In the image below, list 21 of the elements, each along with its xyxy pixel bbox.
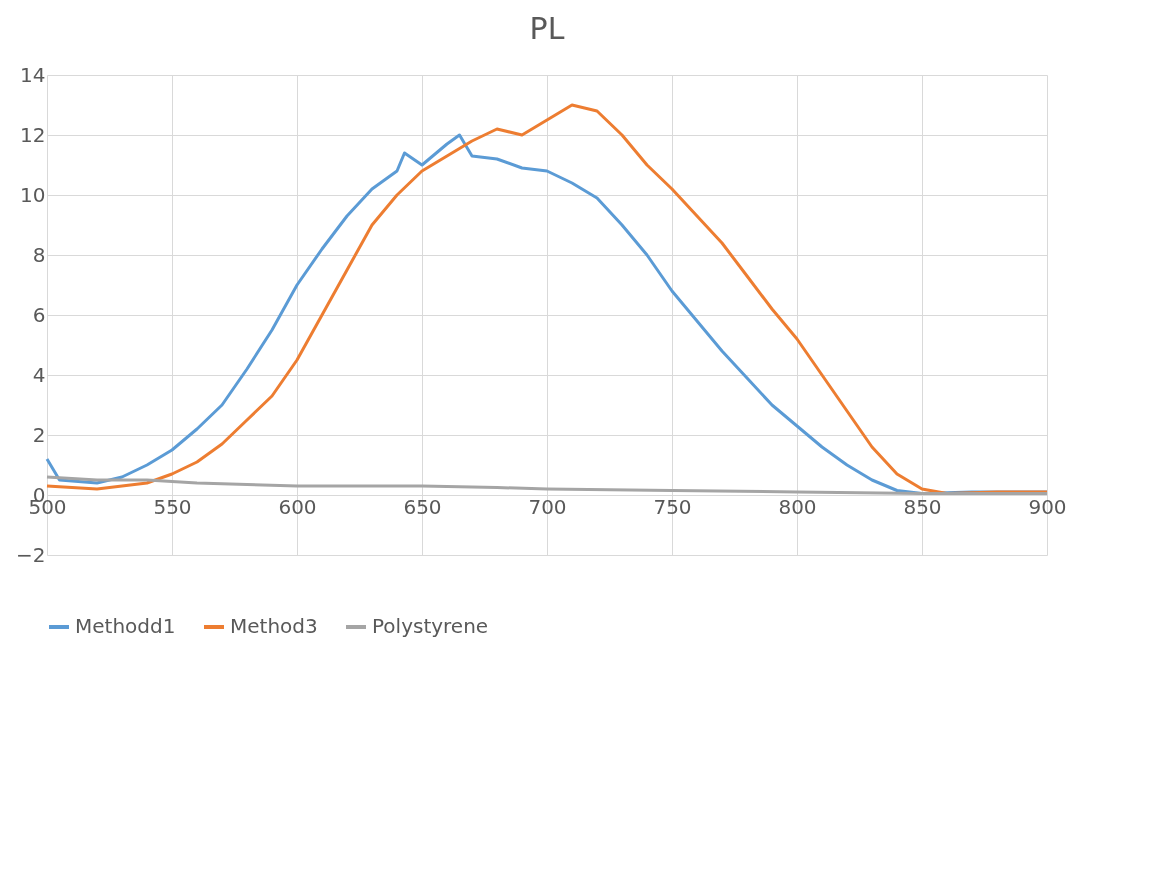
y-tick-label: 6 [32, 302, 46, 327]
y-tick-label: −2 [16, 542, 46, 567]
x-tick-label: 650 [403, 494, 442, 519]
x-tick-label: 600 [278, 494, 317, 519]
y-tick-label: 4 [32, 362, 46, 387]
legend-label: Method3 [230, 614, 318, 638]
x-tick-label: 550 [153, 494, 192, 519]
y-tick-label: 2 [32, 422, 46, 447]
x-tick-label: 900 [1028, 494, 1067, 519]
y-tick-label: 8 [32, 242, 46, 267]
y-tick-label: 12 [20, 122, 46, 147]
x-tick-label: 700 [528, 494, 567, 519]
y-tick-label: 14 [20, 62, 46, 87]
line-series [45, 475, 1049, 495]
y-tick-label: 10 [20, 182, 46, 207]
legend-label: Methodd1 [75, 614, 176, 638]
x-tick-label: 750 [653, 494, 692, 519]
legend-label: Polystyrene [372, 614, 489, 638]
chart-title: PL [529, 11, 565, 46]
x-tick-label: 850 [903, 494, 942, 519]
x-tick-label: 800 [778, 494, 817, 519]
